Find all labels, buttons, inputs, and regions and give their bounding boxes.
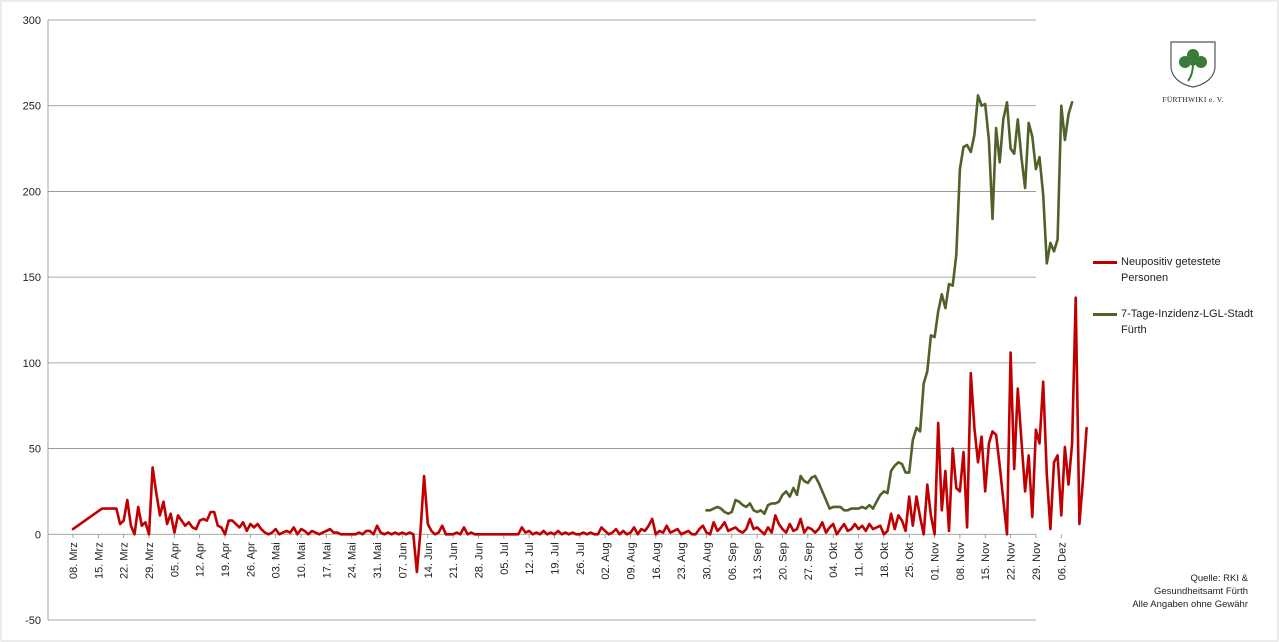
y-tick-label: 50 <box>29 444 41 456</box>
x-tick-label: 09. Aug <box>625 542 637 579</box>
legend-label-line1: 7-Tage-Inzidenz-LGL-Stadt <box>1121 308 1254 320</box>
x-tick-label: 12. Jul <box>524 542 536 574</box>
x-tick-label: 27. Sep <box>803 542 815 580</box>
x-tick-label: 06. Sep <box>727 542 739 580</box>
x-tick-label: 25. Okt <box>904 542 916 577</box>
x-axis-ticks: 08. Mrz 15. Mrz 22. Mrz 29. Mrz 05. Apr 12. A… <box>68 534 1068 580</box>
legend-label-line2: Fürth <box>1121 324 1147 336</box>
x-tick-label: 15. Mrz <box>93 542 105 579</box>
y-tick-label: 0 <box>35 529 41 541</box>
x-tick-label: 23. Aug <box>676 542 688 579</box>
y-axis-ticks: -50 0 50 100 150 200 250 300 <box>23 15 41 627</box>
x-tick-label: 02. Aug <box>600 542 612 579</box>
x-tick-label: 03. Mai <box>271 542 283 578</box>
x-tick-label: 11. Okt <box>854 542 866 577</box>
x-tick-label: 16. Aug <box>651 542 663 579</box>
y-tick-label: 300 <box>23 15 41 27</box>
y-tick-label: 100 <box>23 358 41 370</box>
series-inzidenz-line <box>705 94 1074 516</box>
x-tick-label: 26. Jul <box>575 542 587 574</box>
y-tick-label: -50 <box>25 615 41 627</box>
series-neupositiv-line <box>71 296 1088 574</box>
x-tick-label: 14. Jun <box>423 542 435 578</box>
cloverleaf-shield-icon <box>1170 41 1216 88</box>
fuerthwiki-logo: FÜRTHWIKI e. V. <box>1158 40 1228 104</box>
legend-item-inzidenz: 7-Tage-Inzidenz-LGL-Stadt Fürth <box>1093 306 1271 338</box>
logo-text: FÜRTHWIKI e. V. <box>1162 95 1224 104</box>
x-tick-label: 22. Mrz <box>119 542 131 579</box>
x-tick-label: 13. Sep <box>752 542 764 580</box>
x-tick-label: 05. Apr <box>169 542 181 577</box>
x-tick-label: 30. Aug <box>702 542 714 579</box>
x-tick-label: 05. Jul <box>499 542 511 574</box>
source-line1: Quelle: RKI & <box>1190 573 1248 584</box>
legend-label-line2: Personen <box>1121 272 1169 284</box>
source-line2: Gesundheitsamt Fürth <box>1154 586 1248 597</box>
series-lines <box>71 94 1088 574</box>
x-tick-label: 29. Nov <box>1031 542 1043 580</box>
x-tick-label: 18. Okt <box>879 542 891 577</box>
x-tick-label: 20. Sep <box>778 542 790 580</box>
x-tick-label: 04. Okt <box>828 542 840 577</box>
x-tick-label: 26. Apr <box>245 542 257 577</box>
x-tick-label: 19. Apr <box>220 542 232 577</box>
x-tick-label: 10. Mai <box>296 542 308 578</box>
x-tick-label: 31. Mai <box>372 542 384 578</box>
x-tick-label: 17. Mai <box>321 542 333 578</box>
legend-swatch-red <box>1093 261 1117 264</box>
x-tick-label: 06. Dez <box>1056 542 1068 580</box>
gridlines <box>47 19 1036 621</box>
x-tick-label: 15. Nov <box>980 542 992 580</box>
y-tick-label: 200 <box>23 186 41 198</box>
x-tick-label: 29. Mrz <box>144 542 156 579</box>
legend-label-line1: Neupositiv getestete <box>1121 256 1221 268</box>
x-tick-label: 01. Nov <box>930 542 942 580</box>
legend-label: Neupositiv getestete Personen <box>1121 254 1271 286</box>
x-tick-label: 24. Mai <box>347 542 359 578</box>
legend-swatch-green <box>1093 313 1117 316</box>
source-note: Quelle: RKI & Gesundheitsamt Fürth Alle … <box>1132 572 1248 611</box>
x-tick-label: 08. Mrz <box>68 542 80 579</box>
legend-label: 7-Tage-Inzidenz-LGL-Stadt Fürth <box>1121 306 1271 338</box>
x-tick-label: 28. Jun <box>473 542 485 578</box>
x-tick-label: 07. Jun <box>397 542 409 578</box>
y-tick-label: 250 <box>23 101 41 113</box>
x-tick-label: 19. Jul <box>549 542 561 574</box>
y-tick-label: 150 <box>23 272 41 284</box>
x-tick-label: 12. Apr <box>195 542 207 577</box>
x-tick-label: 08. Nov <box>955 542 967 580</box>
source-line3: Alle Angaben ohne Gewähr <box>1132 599 1248 610</box>
x-tick-label: 22. Nov <box>1006 542 1018 580</box>
legend-item-neupositiv: Neupositiv getestete Personen <box>1093 254 1271 286</box>
x-tick-label: 21. Jun <box>448 542 460 578</box>
